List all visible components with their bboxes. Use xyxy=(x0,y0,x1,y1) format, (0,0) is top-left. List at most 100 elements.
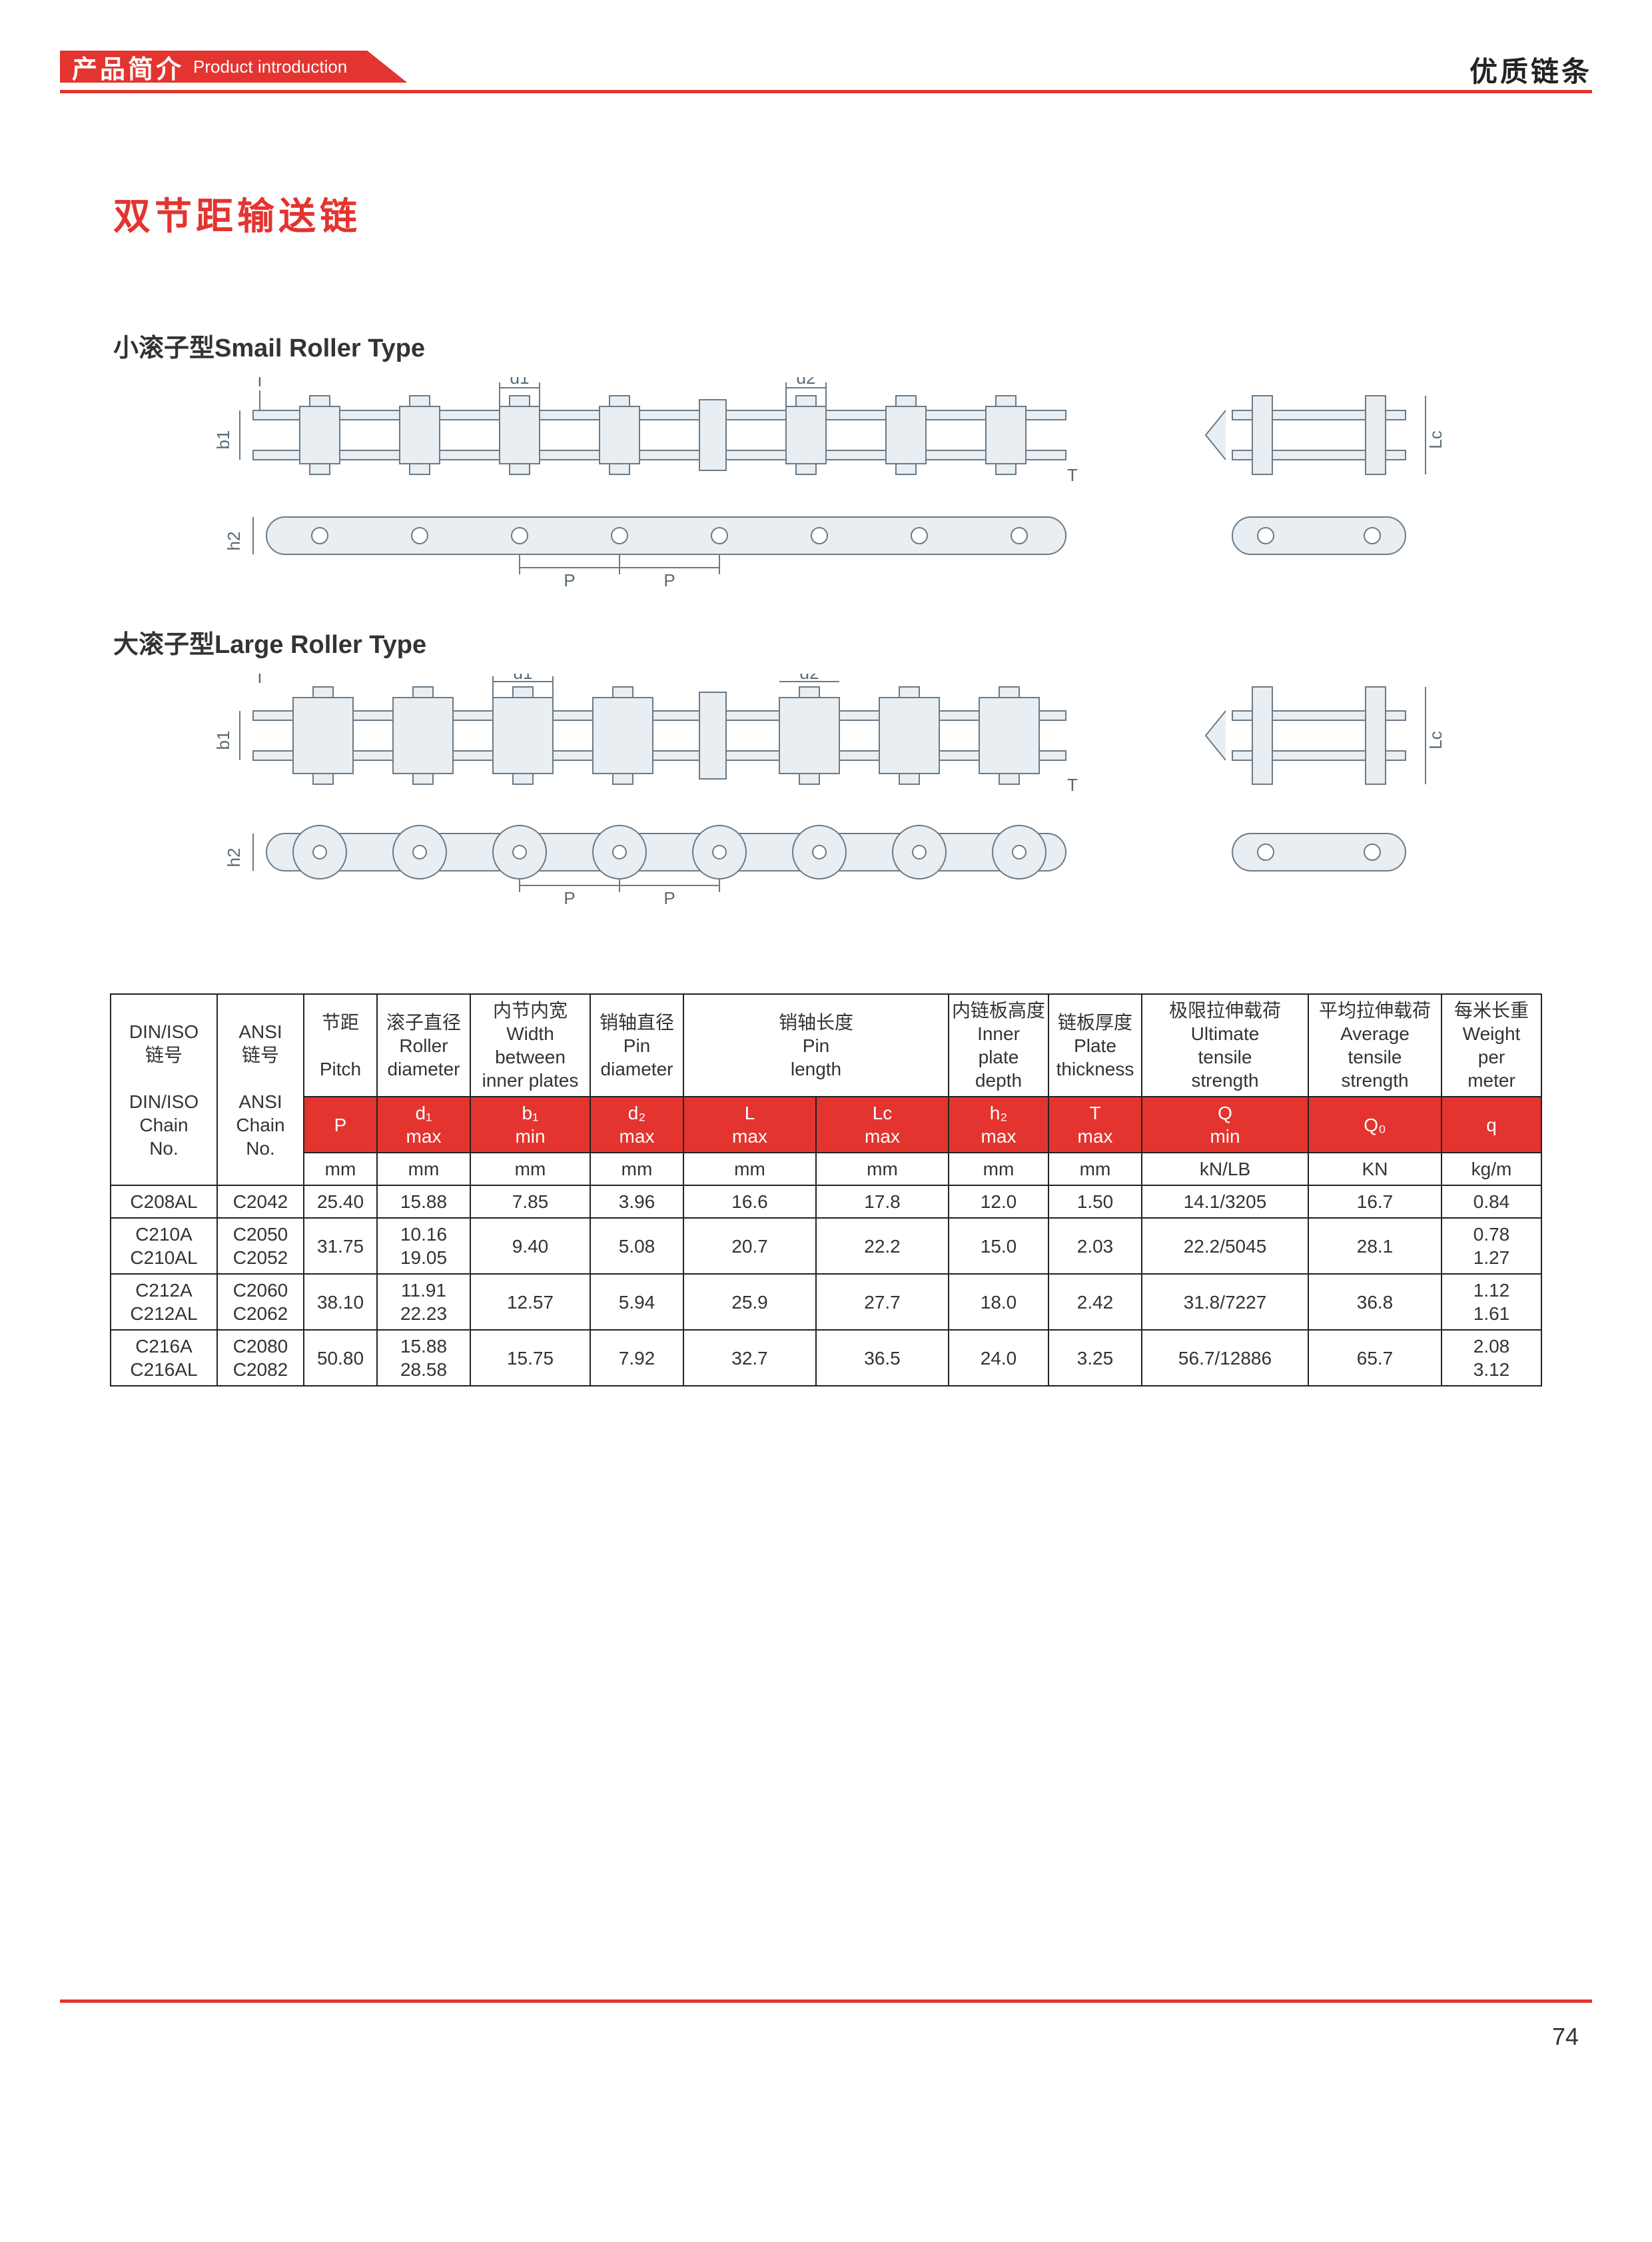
label-P1: P xyxy=(564,570,575,590)
th3-mm6b: mm xyxy=(816,1153,949,1185)
th-average: 平均拉伸载荷Averagetensilestrength xyxy=(1308,994,1442,1097)
th3-mm5: mm xyxy=(590,1153,683,1185)
th3-mm2: mm xyxy=(304,1153,377,1185)
th-pitch: 节距 Pitch xyxy=(304,994,377,1097)
table-cell: 1.121.61 xyxy=(1442,1274,1541,1330)
label-d1-large: d1 xyxy=(514,674,533,683)
table-cell: 22.2/5045 xyxy=(1142,1218,1308,1274)
th-pin-len: 销轴长度Pinlength xyxy=(683,994,949,1097)
table-cell: 2.083.12 xyxy=(1442,1330,1541,1386)
section-tab: 产品简介 Product introduction xyxy=(60,51,407,83)
table-cell: 7.85 xyxy=(470,1185,590,1218)
table-row: C216AC216ALC2080C208250.8015.8828.5815.7… xyxy=(111,1330,1541,1386)
table-cell: 31.8/7227 xyxy=(1142,1274,1308,1330)
th-width: 内节内宽Widthbetweeninner plates xyxy=(470,994,590,1097)
diagram-small-roller: d1 d2 b1 T Lc T xyxy=(213,377,1532,604)
label-h2: h2 xyxy=(224,532,244,551)
page-number: 74 xyxy=(60,2023,1592,2051)
table-cell: 2.03 xyxy=(1048,1218,1142,1274)
spec-table: DIN/ISO链号 DIN/ISOChainNo. ANSI链号 ANSICha… xyxy=(110,993,1542,1387)
th3-mm6a: mm xyxy=(683,1153,816,1185)
label-h2-large: h2 xyxy=(224,848,244,867)
th2-d1: d₁max xyxy=(377,1097,470,1153)
table-cell: C2080C2082 xyxy=(217,1330,304,1386)
header-left: 产品简介 Product introduction xyxy=(60,43,407,90)
table-cell: 14.1/3205 xyxy=(1142,1185,1308,1218)
table-cell: 11.9122.23 xyxy=(377,1274,470,1330)
table-cell: 25.40 xyxy=(304,1185,377,1218)
table-cell: 38.10 xyxy=(304,1274,377,1330)
th2-d2: d₂max xyxy=(590,1097,683,1153)
table-cell: 1.50 xyxy=(1048,1185,1142,1218)
th-roller: 滚子直径Rollerdiameter xyxy=(377,994,470,1097)
th2-Lc: Lcmax xyxy=(816,1097,949,1153)
tab-cn: 产品简介 xyxy=(72,49,184,85)
label-Lc-large: Lc xyxy=(1426,731,1446,749)
table-cell: 56.7/12886 xyxy=(1142,1330,1308,1386)
th-weight: 每米长重Weightpermeter xyxy=(1442,994,1541,1097)
label-P2: P xyxy=(663,570,675,590)
table-row: C210AC210ALC2050C205231.7510.1619.059.40… xyxy=(111,1218,1541,1274)
table-cell: 5.08 xyxy=(590,1218,683,1274)
diagram-large-roller: d1 d2 b1 T Lc T xyxy=(213,674,1532,913)
th3-mm7: mm xyxy=(949,1153,1048,1185)
th2-L: Lmax xyxy=(683,1097,816,1153)
table-cell: 12.0 xyxy=(949,1185,1048,1218)
table-cell: 0.781.27 xyxy=(1442,1218,1541,1274)
th-plate-thick: 链板厚度Platethickness xyxy=(1048,994,1142,1097)
th3-knlb: kN/LB xyxy=(1142,1153,1308,1185)
label-T2: T xyxy=(1067,465,1078,485)
table-cell: 65.7 xyxy=(1308,1330,1442,1386)
table-cell: C216AC216AL xyxy=(111,1330,217,1386)
table-cell: 15.75 xyxy=(470,1330,590,1386)
label-T-large: T xyxy=(254,674,265,687)
brand-title: 优质链条 xyxy=(1469,49,1592,90)
table-cell: 9.40 xyxy=(470,1218,590,1274)
th2-Q0: Q₀ xyxy=(1308,1097,1442,1153)
label-d2: d2 xyxy=(797,377,816,388)
footer-divider xyxy=(60,1999,1592,2003)
table-cell: C2050C2052 xyxy=(217,1218,304,1274)
table-cell: 16.7 xyxy=(1308,1185,1442,1218)
table-row: C212AC212ALC2060C206238.1011.9122.2312.5… xyxy=(111,1274,1541,1330)
label-P1-large: P xyxy=(564,888,575,908)
table-cell: C212AC212AL xyxy=(111,1274,217,1330)
th2-h2: h₂max xyxy=(949,1097,1048,1153)
table-cell: 3.25 xyxy=(1048,1330,1142,1386)
table-cell: 12.57 xyxy=(470,1274,590,1330)
th2-T: Tmax xyxy=(1048,1097,1142,1153)
table-cell: 17.8 xyxy=(816,1185,949,1218)
th-pin-dia: 销轴直径Pindiameter xyxy=(590,994,683,1097)
th-ansi: ANSI链号 ANSIChainNo. xyxy=(217,994,304,1185)
page-title: 双节距输送链 xyxy=(113,187,1592,241)
label-d1: d1 xyxy=(510,377,530,388)
label-b1: b1 xyxy=(213,430,233,450)
subtitle-small-roller: 小滚子型Smail Roller Type xyxy=(113,327,1592,364)
th3-mm4: mm xyxy=(470,1153,590,1185)
th2-q: q xyxy=(1442,1097,1541,1153)
th-inner-plate: 内链板高度Innerplatedepth xyxy=(949,994,1048,1097)
table-cell: 24.0 xyxy=(949,1330,1048,1386)
th-ultimate: 极限拉伸载荷Ultimatetensilestrength xyxy=(1142,994,1308,1097)
th2-Q: Qmin xyxy=(1142,1097,1308,1153)
table-cell: 0.84 xyxy=(1442,1185,1541,1218)
table-cell: 16.6 xyxy=(683,1185,816,1218)
table-cell: 28.1 xyxy=(1308,1218,1442,1274)
th2-b1: b₁min xyxy=(470,1097,590,1153)
th2-P: P xyxy=(304,1097,377,1153)
table-cell: 22.2 xyxy=(816,1218,949,1274)
th3-kgm: kg/m xyxy=(1442,1153,1541,1185)
table-cell: 3.96 xyxy=(590,1185,683,1218)
table-body: C208ALC204225.4015.887.853.9616.617.812.… xyxy=(111,1185,1541,1386)
table-cell: 2.42 xyxy=(1048,1274,1142,1330)
table-cell: 10.1619.05 xyxy=(377,1218,470,1274)
table-cell: 27.7 xyxy=(816,1274,949,1330)
header-bar: 产品简介 Product introduction 优质链条 xyxy=(60,47,1592,93)
label-d2-large: d2 xyxy=(800,674,819,683)
label-P2-large: P xyxy=(663,888,675,908)
table-cell: 31.75 xyxy=(304,1218,377,1274)
table-cell: C2042 xyxy=(217,1185,304,1218)
table-cell: C210AC210AL xyxy=(111,1218,217,1274)
label-T: T xyxy=(254,377,265,390)
tab-en: Product introduction xyxy=(193,57,347,77)
